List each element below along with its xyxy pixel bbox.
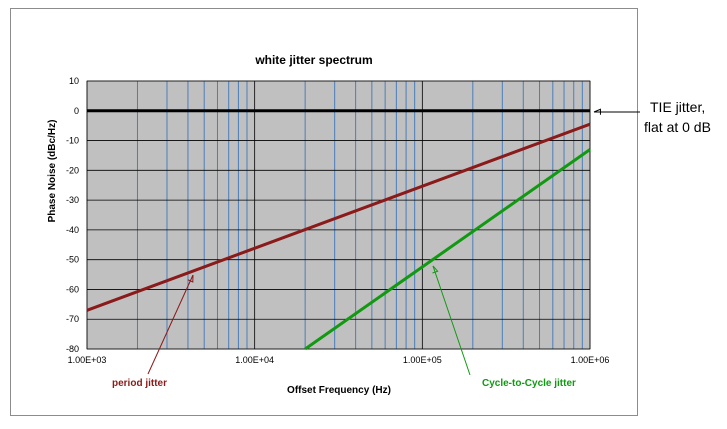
cycle-to-cycle-jitter-arrow-head — [432, 265, 439, 274]
x-tick-label: 1.00E+05 — [403, 355, 442, 365]
chart-title: white jitter spectrum — [254, 53, 372, 67]
period-jitter-arrow-head — [187, 274, 194, 283]
x-tick-label: 1.00E+03 — [68, 355, 107, 365]
tie-jitter-annotation-line1: TIE jitter, — [650, 99, 705, 115]
plot-area — [86, 80, 591, 350]
y-tick-label: -20 — [66, 165, 79, 175]
tick-labels: 10 0 -10 -20 -30 -40 -50 -60 -70 -801.00E+03 1.00E… — [66, 76, 609, 365]
tie-jitter-arrow-head — [593, 108, 601, 115]
y-tick-label: -30 — [66, 195, 79, 205]
period-jitter-arrow — [147, 274, 194, 375]
y-tick-label: -50 — [66, 255, 79, 265]
y-tick-label: 10 — [69, 76, 79, 86]
series-line-c2c — [304, 148, 591, 351]
cycle-to-cycle-jitter-annotation: Cycle-to-Cycle jitter — [482, 378, 576, 389]
x-tick-label: 1.00E+06 — [571, 355, 610, 365]
grid-lines — [86, 80, 591, 350]
x-tick-label: 1.00E+04 — [235, 355, 274, 365]
period-jitter-annotation: period jitter — [112, 378, 167, 389]
y-tick-label: -80 — [66, 344, 79, 354]
series-lines — [86, 109, 591, 351]
y-tick-label: 0 — [74, 106, 79, 116]
y-tick-label: -60 — [66, 284, 79, 294]
cycle-to-cycle-jitter-arrow — [432, 265, 471, 376]
y-tick-label: -70 — [66, 314, 79, 324]
annotation-arrows — [147, 108, 640, 376]
plot-background — [86, 80, 591, 350]
y-axis-label: Phase Noise (dBc/Hz) — [47, 120, 58, 223]
series-line-period — [86, 122, 591, 312]
annotations: period jitter Cycle-to-Cycle jitter TIE … — [112, 99, 711, 389]
y-tick-label: -40 — [66, 225, 79, 235]
tie-jitter-annotation-line2: flat at 0 dB — [644, 119, 711, 135]
x-axis-label: Offset Frequency (Hz) — [287, 385, 391, 396]
y-tick-label: -10 — [66, 136, 79, 146]
